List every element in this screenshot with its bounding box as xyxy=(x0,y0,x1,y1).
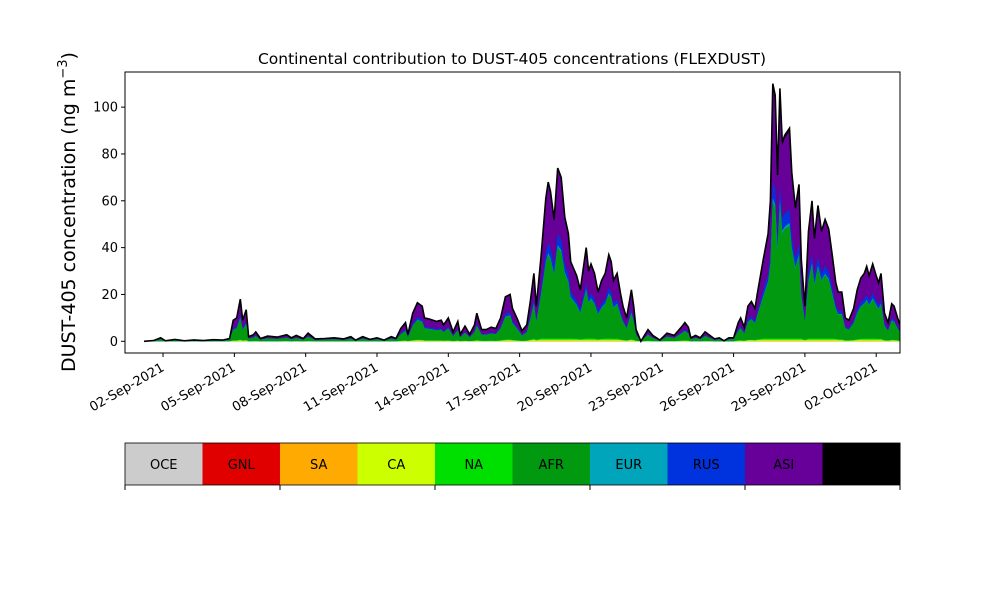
legend-swatch-oce xyxy=(125,443,203,485)
legend-label-asi: ASI xyxy=(773,458,794,473)
stacked-areas xyxy=(143,83,900,344)
y-tick-label: 40 xyxy=(101,241,118,256)
total-outline xyxy=(143,83,900,344)
y-axis: 0 20 40 60 80 100 xyxy=(93,101,125,350)
legend-label-gnl: GNL xyxy=(228,458,256,473)
y-tick-label: 0 xyxy=(110,335,118,350)
area-afr xyxy=(144,200,900,342)
y-tick-label: 100 xyxy=(93,101,118,116)
legend-label-rus: RUS xyxy=(693,458,720,473)
plot-frame xyxy=(124,71,901,354)
legend-swatch-na xyxy=(435,443,513,485)
legend-swatch-asi xyxy=(745,443,823,485)
legend-swatch-eur xyxy=(590,443,668,485)
legend-swatch-ca xyxy=(357,443,436,485)
legend-frame xyxy=(124,442,901,486)
y-axis-label-exponent: −3 xyxy=(56,59,71,78)
legend-swatch-aus xyxy=(822,443,901,485)
chart-title: Continental contribution to DUST-405 con… xyxy=(258,50,766,68)
legend-label-afr: AFR xyxy=(539,458,564,473)
legend-colorbar: OCE GNL SA CA NA AFR EUR RUS ASI AUS xyxy=(124,442,901,490)
legend-swatch-gnl xyxy=(202,443,281,485)
legend-swatch-afr xyxy=(512,443,591,485)
area-sa xyxy=(144,340,900,342)
y-tick-label: 20 xyxy=(101,288,118,303)
legend-swatch-sa xyxy=(280,443,358,485)
y-axis-label: DUST-405 concentration (ng m−3) xyxy=(56,52,80,372)
legend-swatch-rus xyxy=(667,443,746,485)
legend-label-oce: OCE xyxy=(150,458,178,473)
legend-label-ca: CA xyxy=(387,458,405,473)
y-tick-label: 80 xyxy=(101,147,118,162)
legend-label-sa: SA xyxy=(310,458,327,473)
y-tick-label: 60 xyxy=(101,194,118,209)
y-axis-label-main: DUST-405 concentration (ng m xyxy=(58,79,80,372)
legend-label-aus: AUS xyxy=(848,458,875,473)
y-axis-label-close: ) xyxy=(58,52,80,59)
legend-label-na: NA xyxy=(464,458,483,473)
legend-label-eur: EUR xyxy=(615,458,642,473)
